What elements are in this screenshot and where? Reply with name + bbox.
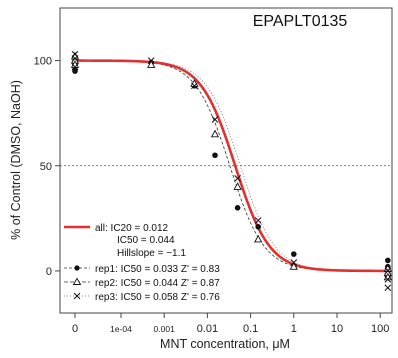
legend-rep1-marker (74, 265, 80, 271)
legend-all-hillslope: Hillslope = −1.1 (117, 248, 186, 259)
point-rep3 (211, 116, 219, 123)
legend-rep3: rep3: IC50 = 0.058 Z' = 0.76 (95, 292, 220, 303)
x-tick-label: 10 (331, 323, 343, 335)
x-axis-ticks: 0 1e-04 0.001 0.01 0.1 1 10 100 (72, 313, 389, 335)
point-rep2 (210, 129, 220, 138)
point-rep1 (291, 251, 297, 257)
x-axis-title: MNT concentration, μM (160, 337, 290, 351)
y-axis-ticks: 0 50 100 (34, 56, 60, 278)
point-rep3 (254, 217, 262, 224)
point-rep3 (191, 82, 198, 90)
x-tick-label: 1e-04 (110, 324, 132, 334)
point-rep2 (254, 234, 263, 243)
legend-all-ic20: all: IC20 = 0.012 (95, 223, 169, 234)
point-rep1 (212, 152, 218, 159)
point-rep3 (384, 267, 392, 275)
y-tick-label: 50 (40, 161, 52, 173)
legend-rep2: rep2: IC50 = 0.044 Z' = 0.87 (95, 278, 220, 289)
x-tick-label: 0.01 (197, 323, 218, 335)
fit-curves (75, 59, 390, 273)
x-tick-label: 0.1 (243, 323, 258, 335)
x-tick-label: 1 (291, 323, 297, 335)
point-rep3 (234, 175, 241, 182)
y-tick-label: 0 (46, 266, 52, 278)
point-rep1 (72, 68, 78, 74)
point-rep3 (71, 50, 79, 58)
fit-curve-all (75, 59, 390, 273)
y-tick-label: 100 (34, 56, 52, 68)
chart-title: EPAPLT0135 (253, 13, 348, 30)
legend-all-ic50: IC50 = 0.044 (117, 235, 175, 246)
point-rep3 (147, 57, 155, 64)
point-rep3 (384, 275, 392, 283)
y-axis-title: % of Control (DMSO, NaOH) (9, 80, 23, 240)
point-rep3 (71, 63, 79, 71)
point-rep3 (290, 259, 298, 266)
legend: all: IC20 = 0.012 IC50 = 0.044 Hillslope… (64, 223, 220, 303)
legend-rep3-marker (73, 292, 81, 300)
x-tick-label: 100 (371, 323, 389, 335)
x-tick-label: 0.001 (154, 324, 176, 334)
point-rep2 (147, 60, 156, 68)
point-rep1 (255, 223, 262, 230)
legend-rep2-marker (72, 277, 82, 285)
point-rep2 (233, 182, 242, 190)
x-tick-label: 0 (72, 323, 78, 335)
plot-frame (59, 7, 393, 314)
data-points (70, 50, 392, 292)
point-rep2 (289, 262, 298, 270)
legend-rep1: rep1: IC50 = 0.033 Z' = 0.83 (95, 264, 220, 275)
point-rep1 (234, 205, 241, 211)
point-rep1 (385, 257, 391, 264)
point-rep3 (384, 284, 392, 292)
